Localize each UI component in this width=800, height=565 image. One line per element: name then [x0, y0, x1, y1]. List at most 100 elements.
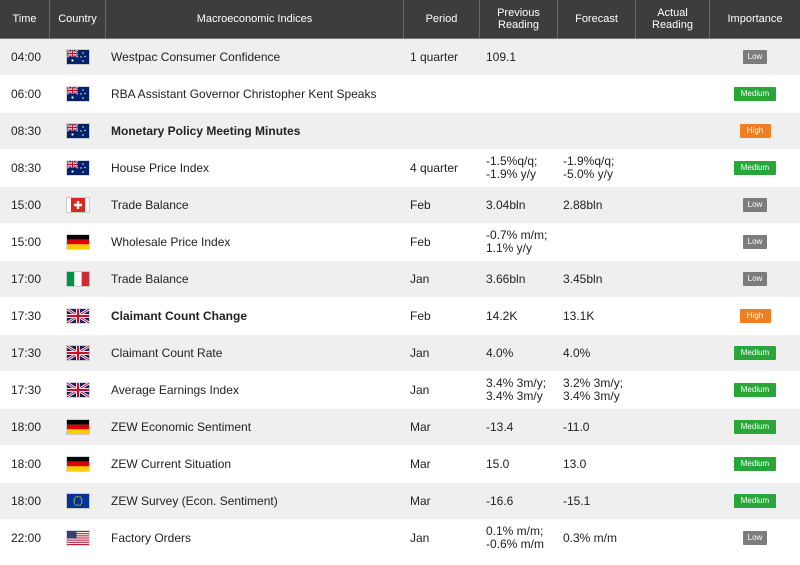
importance-badge: Medium — [734, 420, 776, 434]
table-header: Time Country Macroeconomic Indices Perio… — [0, 0, 800, 39]
previous-reading: 15.0 — [480, 446, 558, 482]
forecast-line1: -11.0 — [563, 419, 590, 434]
actual-reading — [636, 446, 710, 482]
previous-reading-line1: 14.2K — [486, 308, 518, 323]
table-row[interactable]: 15:00 Wholesale Price Index Feb -0.7% m/m; 1… — [0, 224, 800, 261]
actual-reading — [636, 150, 710, 186]
header-forecast[interactable]: Forecast — [558, 0, 636, 38]
previous-reading-line1: 3.66bln — [486, 271, 526, 286]
importance-badge: Medium — [734, 457, 776, 471]
country-cell — [50, 187, 106, 223]
table-row[interactable]: 17:00 Trade Balance Jan 3.66bln 3.45bln Low — [0, 261, 800, 298]
event-time: 22:00 — [10, 530, 42, 545]
actual-reading — [636, 409, 710, 445]
forecast — [558, 39, 636, 75]
forecast-line1: 4.0% — [563, 345, 591, 360]
actual-reading — [636, 39, 710, 75]
forecast-line1: -1.9%q/q; — [563, 154, 615, 168]
forecast-line1: 3.2% 3m/y; — [563, 376, 624, 390]
actual-reading — [636, 261, 710, 297]
event-time: 15:00 — [10, 197, 42, 212]
australia-flag — [67, 50, 89, 64]
event-period: Feb — [410, 308, 431, 323]
importance-cell: High — [710, 113, 800, 149]
previous-reading: -0.7% m/m; 1.1% y/y — [480, 224, 558, 260]
table-row[interactable]: 06:00 RBA Assistant Governor Christopher … — [0, 76, 800, 113]
importance-cell: Medium — [710, 335, 800, 371]
event-name[interactable]: Factory Orders — [111, 530, 192, 545]
table-row[interactable]: 04:00 Westpac Consumer Confidence 1 quarte… — [0, 39, 800, 76]
header-actual[interactable]: Actual Reading — [636, 0, 710, 38]
event-name[interactable]: Claimant Count Change — [111, 308, 248, 323]
country-cell — [50, 483, 106, 519]
previous-reading: 0.1% m/m; -0.6% m/m — [480, 520, 558, 556]
country-cell — [50, 520, 106, 556]
importance-badge: Low — [743, 272, 767, 286]
previous-reading: 3.4% 3m/y; 3.4% 3m/y — [480, 372, 558, 408]
header-indices[interactable]: Macroeconomic Indices — [106, 0, 404, 38]
table-row[interactable]: 17:30 Average Earnings Index Jan 3.4% 3m/y;… — [0, 372, 800, 409]
country-cell — [50, 261, 106, 297]
event-time: 15:00 — [10, 234, 42, 249]
forecast: 2.88bln — [558, 187, 636, 223]
header-period[interactable]: Period — [404, 0, 480, 38]
previous-reading: 3.04bln — [480, 187, 558, 223]
forecast: 4.0% — [558, 335, 636, 371]
header-previous[interactable]: Previous Reading — [480, 0, 558, 38]
actual-reading — [636, 298, 710, 334]
event-name[interactable]: House Price Index — [111, 160, 210, 175]
event-time: 18:00 — [10, 493, 42, 508]
table-row[interactable]: 08:30 Monetary Policy Meeting Minutes High — [0, 113, 800, 150]
event-period: 1 quarter — [410, 49, 459, 64]
header-country[interactable]: Country — [50, 0, 106, 38]
importance-badge: Low — [743, 198, 767, 212]
table-row[interactable]: 17:30 Claimant Count Change Feb 14.2K 13.1K H… — [0, 298, 800, 335]
importance-badge: Low — [743, 50, 767, 64]
event-name[interactable]: Monetary Policy Meeting Minutes — [111, 123, 301, 138]
event-name[interactable]: ZEW Current Situation — [111, 456, 232, 471]
event-time: 04:00 — [10, 49, 42, 64]
previous-reading-line2: -1.9% y/y — [486, 167, 537, 181]
header-importance[interactable]: Importance — [727, 13, 783, 25]
table-row[interactable]: 15:00 Trade Balance Feb 3.04bln 2.88bln Low — [0, 187, 800, 224]
event-time: 17:30 — [10, 345, 42, 360]
table-row[interactable]: 18:00 ZEW Current Situation Mar 15.0 13.0 Med… — [0, 446, 800, 483]
event-name[interactable]: ZEW Economic Sentiment — [111, 419, 252, 434]
previous-reading-line2: 3.4% 3m/y — [486, 389, 543, 403]
event-name[interactable]: Westpac Consumer Confidence — [111, 49, 281, 64]
table-body: 04:00 Westpac Consumer Confidence 1 quarte… — [0, 39, 800, 557]
event-name[interactable]: Claimant Count Rate — [111, 345, 223, 360]
table-row[interactable]: 08:30 House Price Index 4 quarter -1.5%q/q;… — [0, 150, 800, 187]
previous-reading: -16.6 — [480, 483, 558, 519]
previous-reading: 4.0% — [480, 335, 558, 371]
forecast: 0.3% m/m — [558, 520, 636, 556]
australia-flag — [67, 87, 89, 101]
uk-flag — [67, 383, 89, 397]
importance-badge: Low — [743, 235, 767, 249]
table-row[interactable]: 17:30 Claimant Count Rate Jan 4.0% 4.0% Mediu… — [0, 335, 800, 372]
forecast-line1: 2.88bln — [563, 197, 603, 212]
event-period — [404, 113, 480, 149]
event-name[interactable]: Average Earnings Index — [111, 382, 239, 397]
previous-reading-line1: -16.6 — [486, 493, 514, 508]
event-name[interactable]: Trade Balance — [111, 271, 189, 286]
importance-cell: Low — [710, 520, 800, 556]
event-name[interactable]: Trade Balance — [111, 197, 189, 212]
forecast-line1: 3.45bln — [563, 271, 603, 286]
header-time[interactable]: Time — [0, 0, 50, 38]
event-name[interactable]: ZEW Survey (Econ. Sentiment) — [111, 493, 278, 508]
event-name[interactable]: Wholesale Price Index — [111, 234, 231, 249]
event-name[interactable]: RBA Assistant Governor Christopher Kent … — [111, 86, 377, 101]
event-time: 17:00 — [10, 271, 42, 286]
event-period: Mar — [410, 419, 431, 434]
event-time: 17:30 — [10, 308, 42, 323]
actual-reading — [636, 187, 710, 223]
importance-cell: Low — [710, 39, 800, 75]
country-cell — [50, 113, 106, 149]
australia-flag — [67, 161, 89, 175]
importance-badge: Medium — [734, 87, 776, 101]
table-row[interactable]: 22:00 Factory Orders Jan 0.1% m/m; -0.6% m/m… — [0, 520, 800, 557]
table-row[interactable]: 18:00 ZEW Survey (Econ. Sentiment) Mar -16.… — [0, 483, 800, 520]
table-row[interactable]: 18:00 ZEW Economic Sentiment Mar -13.4 -11.0… — [0, 409, 800, 446]
forecast: 13.1K — [558, 298, 636, 334]
